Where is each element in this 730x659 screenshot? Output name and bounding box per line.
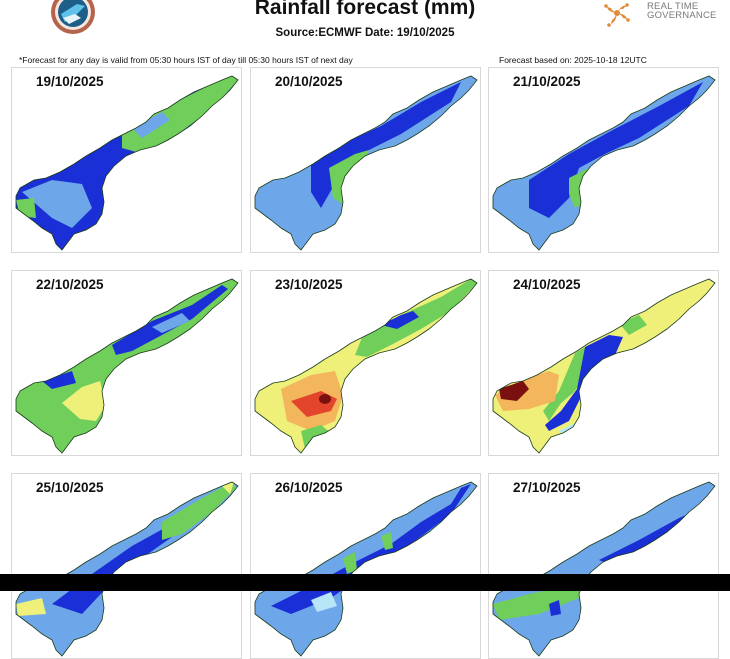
validity-note: *Forecast for any day is valid from 05:3…: [19, 55, 353, 65]
rainfall-map: [15, 278, 239, 454]
rainfall-region: [599, 512, 693, 566]
rainfall-region: [62, 381, 106, 421]
source-date-subtitle: Source:ECMWF Date: 19/10/2025: [275, 27, 455, 39]
rainfall-region: [493, 482, 715, 656]
rainfall-map: [492, 75, 716, 251]
state-outline: [254, 75, 478, 251]
panel-date-label: 26/10/2025: [275, 480, 343, 495]
rainfall-region: [152, 313, 190, 333]
forecast-map-panel: 20/10/2025: [250, 67, 481, 253]
rainfall-region: [22, 180, 92, 228]
forecast-map-panel: 26/10/2025: [250, 473, 481, 659]
forecast-map-panel: 27/10/2025: [488, 473, 719, 659]
rainfall-region: [381, 311, 419, 329]
panel-date-label: 23/10/2025: [275, 277, 343, 292]
panel-date-label: 24/10/2025: [513, 277, 581, 292]
rainfall-region: [162, 482, 236, 540]
rainfall-map: [15, 481, 239, 657]
page-title: Rainfall forecast (mm): [254, 0, 476, 19]
rainfall-region: [42, 371, 76, 389]
rainfall-region: [343, 552, 357, 574]
forecast-map-panel: 25/10/2025: [11, 473, 242, 659]
rtg-logo-icon: [604, 3, 630, 27]
rainfall-region: [255, 482, 477, 656]
rainfall-region: [499, 381, 529, 401]
rainfall-map: [254, 278, 478, 454]
rtg-text-line2: GOVERNANCE: [647, 10, 717, 21]
forecast-based-on: Forecast based on: 2025-10-18 12UTC: [499, 55, 647, 65]
rainfall-region: [619, 315, 647, 335]
state-outline: [492, 278, 716, 454]
forecast-map-panel: 19/10/2025: [11, 67, 242, 253]
rainfall-map: [492, 481, 716, 657]
rainfall-region: [122, 76, 238, 152]
panel-date-label: 25/10/2025: [36, 480, 104, 495]
rainfall-region: [381, 532, 393, 550]
panel-date-label: 19/10/2025: [36, 74, 104, 89]
state-outline: [254, 278, 478, 454]
rainfall-map: [15, 75, 239, 251]
rainfall-region: [311, 82, 461, 208]
panel-date-label: 27/10/2025: [513, 480, 581, 495]
forecast-map-panel: 22/10/2025: [11, 270, 242, 456]
forecast-map-panel: 24/10/2025: [488, 270, 719, 456]
rtg-text-line1: REAL TIME: [647, 1, 699, 12]
rtg-logo-text: REAL TIME GOVERNANCE: [647, 1, 717, 21]
panel-date-label: 21/10/2025: [513, 74, 581, 89]
rainfall-map: [492, 278, 716, 454]
state-outline: [15, 278, 239, 454]
state-emblem-logo: [51, 0, 95, 34]
rainfall-region: [132, 112, 170, 138]
rainfall-map: [254, 75, 478, 251]
forecast-map-panel: 23/10/2025: [250, 270, 481, 456]
forecast-map-panel: 21/10/2025: [488, 67, 719, 253]
bottom-black-bar: [0, 574, 730, 591]
state-outline: [15, 75, 239, 251]
state-outline: [492, 75, 716, 251]
rainfall-region: [319, 394, 331, 404]
panel-date-label: 22/10/2025: [36, 277, 104, 292]
rainfall-map: [254, 481, 478, 657]
panel-date-label: 20/10/2025: [275, 74, 343, 89]
rainfall-region: [493, 279, 715, 453]
